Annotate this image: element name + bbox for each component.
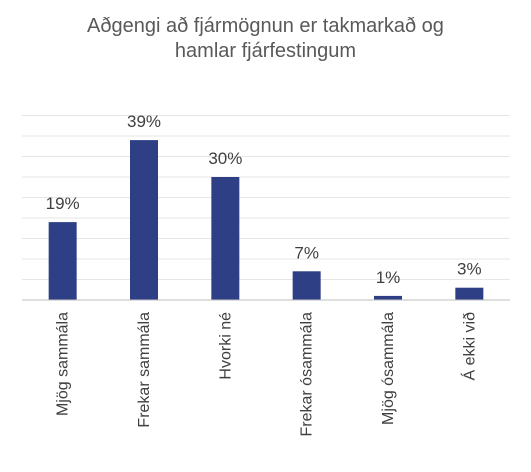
chart-title-line-2: hamlar fjárfestingum (174, 40, 357, 62)
bar-4 (292, 271, 321, 300)
category-label-3: Hvorki né (217, 312, 234, 380)
category-label-4: Frekar ósammála (299, 312, 316, 437)
data-label-3: 30% (208, 149, 242, 168)
category-label-2: Frekar sammála (136, 312, 153, 428)
data-label-1: 19% (46, 194, 80, 213)
chart-title: Aðgengi að fjármögnun er takmarkað og ha… (0, 14, 531, 64)
data-label-5: 1% (376, 268, 401, 287)
data-label-4: 7% (294, 243, 319, 262)
bar-6 (455, 287, 484, 300)
bar-5 (374, 295, 402, 300)
data-label-6: 3% (457, 260, 482, 279)
category-label-6: Á ekki við (459, 312, 478, 381)
bar-1 (48, 222, 77, 300)
data-label-2: 39% (127, 112, 161, 131)
category-label-5: Mjög ósammála (380, 312, 397, 425)
bar-3 (211, 177, 240, 300)
bar-2 (130, 140, 158, 300)
chart-title-line-1: Aðgengi að fjármögnun er takmarkað og (87, 15, 444, 37)
category-label-1: Mjög sammála (55, 312, 72, 416)
